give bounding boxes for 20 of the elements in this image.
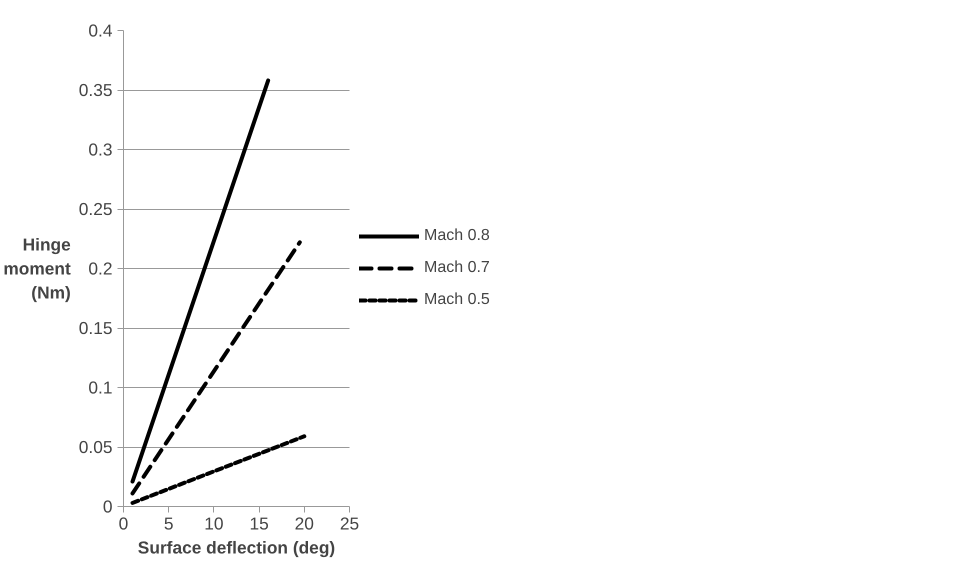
y-tick-label: 0.05 (78, 437, 113, 457)
x-tick-label: 10 (204, 514, 224, 534)
y-tick-label: 0.35 (78, 80, 113, 100)
y-tick-label: 0.1 (88, 378, 113, 398)
y-tick-label: 0.15 (78, 318, 113, 338)
x-tick-label: 0 (118, 514, 128, 534)
y-axis-title: Hinge moment (Nm) (3, 234, 72, 302)
y-tick-label: 0.2 (88, 258, 113, 278)
x-tick-label: 5 (164, 514, 174, 534)
legend-label: Mach 0.5 (424, 291, 490, 309)
x-tick-label: 15 (249, 514, 269, 534)
legend-label: Mach 0.8 (424, 227, 490, 245)
x-tick-label: 20 (294, 514, 314, 534)
x-axis-title: Surface deflection (deg) (138, 538, 336, 558)
x-tick-label: 25 (340, 514, 360, 534)
y-tick-label: 0.25 (78, 199, 113, 219)
y-tick-label: 0.3 (88, 140, 113, 160)
y-tick-label: 0.4 (88, 20, 113, 40)
y-tick-label: 0 (102, 496, 113, 516)
legend-label: Mach 0.7 (424, 259, 490, 277)
